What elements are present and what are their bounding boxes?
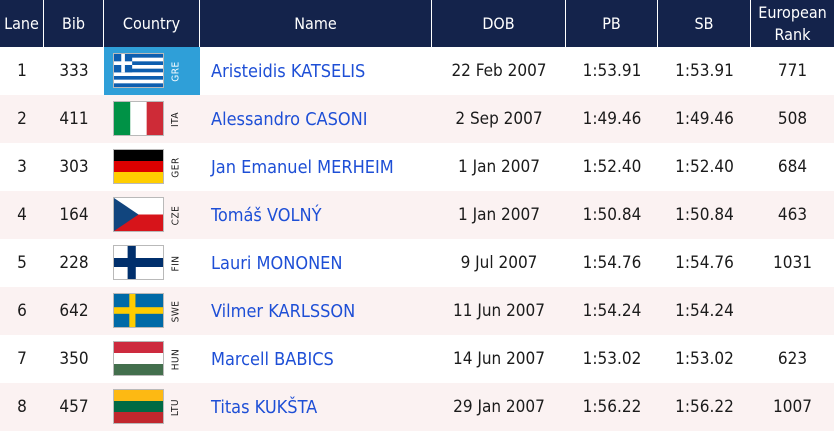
- country-cell: GER: [104, 143, 200, 191]
- table-row: 8 457 LTU Titas KUKŠTA 29 Jan 2007 1:56.22 1:5…: [0, 383, 834, 431]
- table-row: 6 642 SWE Vilmer KARLSSON 11 Jun 2007 1:54.24…: [0, 287, 834, 335]
- country-code: GRE: [170, 60, 182, 82]
- header-sb: SB: [658, 0, 751, 47]
- country-cell: CZE: [104, 191, 200, 239]
- european-rank-cell: [751, 287, 834, 335]
- bib-cell: 642: [59, 301, 89, 321]
- pb-cell: 1:54.24: [582, 301, 642, 321]
- country-cell: GRE: [104, 47, 200, 95]
- header-bib: Bib: [44, 0, 104, 47]
- european-rank-cell: 508: [777, 109, 808, 129]
- greece-flag-icon: [113, 53, 164, 88]
- table-row: 7 350 HUN Marcell BABICS 14 Jun 2007 1:53.02 1…: [0, 335, 834, 383]
- country-code: CZE: [170, 205, 182, 225]
- header-rank-line1: European: [758, 2, 827, 22]
- european-rank-cell: 771: [777, 61, 808, 81]
- lane-cell: 1: [17, 61, 27, 81]
- germany-flag-icon: [113, 149, 164, 184]
- dob-cell: 1 Jan 2007: [458, 157, 540, 177]
- bib-cell: 333: [59, 61, 89, 81]
- country-code: HUN: [170, 348, 182, 370]
- athlete-name-link[interactable]: Tomáš VOLNÝ: [211, 204, 322, 226]
- dob-cell: 9 Jul 2007: [460, 253, 538, 273]
- european-rank-cell: 684: [777, 157, 808, 177]
- country-cell: ITA: [104, 95, 200, 143]
- czechia-flag-icon: [113, 197, 164, 232]
- pb-cell: 1:53.02: [582, 349, 642, 369]
- sb-cell: 1:56.22: [675, 397, 734, 417]
- header-rank-line2: Rank: [774, 24, 811, 44]
- bib-cell: 350: [59, 349, 89, 369]
- athlete-name-link[interactable]: Lauri MONONEN: [211, 252, 343, 274]
- dob-cell: 29 Jan 2007: [453, 397, 545, 417]
- header-lane: Lane: [0, 0, 44, 47]
- sb-cell: 1:49.46: [675, 109, 734, 129]
- sb-cell: 1:54.24: [675, 301, 734, 321]
- athlete-name-link[interactable]: Jan Emanuel MERHEIM: [211, 156, 394, 178]
- lane-cell: 2: [17, 109, 27, 129]
- athlete-name-link[interactable]: Aristeidis KATSELIS: [211, 60, 366, 82]
- table-row: 5 228 FIN Lauri MONONEN 9 Jul 2007 1:54.76 1:5…: [0, 239, 834, 287]
- country-cell: SWE: [104, 287, 200, 335]
- table-row: 2 411 ITA Alessandro CASONI 2 Sep 2007 1:49.4…: [0, 95, 834, 143]
- european-rank-cell: 1031: [773, 253, 812, 273]
- country-code: FIN: [170, 254, 182, 272]
- athlete-name-link[interactable]: Marcell BABICS: [211, 348, 334, 370]
- header-dob: DOB: [432, 0, 566, 47]
- table-row: 3 303 GER Jan Emanuel MERHEIM 1 Jan 2007 1:52…: [0, 143, 834, 191]
- bib-cell: 457: [59, 397, 89, 417]
- pb-cell: 1:52.40: [582, 157, 642, 177]
- hungary-flag-icon: [113, 341, 164, 376]
- country-code: ITA: [170, 111, 182, 127]
- header-european-rank: European Rank: [751, 0, 834, 47]
- pb-cell: 1:56.22: [582, 397, 642, 417]
- lane-cell: 6: [17, 301, 27, 321]
- lane-cell: 7: [17, 349, 27, 369]
- dob-cell: 11 Jun 2007: [453, 301, 545, 321]
- dob-cell: 2 Sep 2007: [455, 109, 543, 129]
- bib-cell: 228: [59, 253, 89, 273]
- european-rank-cell: 463: [777, 205, 808, 225]
- lane-cell: 3: [17, 157, 27, 177]
- pb-cell: 1:49.46: [582, 109, 642, 129]
- athlete-name-link[interactable]: Titas KUKŠTA: [211, 396, 318, 418]
- bib-cell: 411: [59, 109, 89, 129]
- bib-cell: 303: [59, 157, 89, 177]
- country-cell: HUN: [104, 335, 200, 383]
- athlete-name-link[interactable]: Vilmer KARLSSON: [211, 300, 356, 322]
- pb-cell: 1:50.84: [582, 205, 642, 225]
- sb-cell: 1:52.40: [675, 157, 734, 177]
- lithuania-flag-icon: [113, 389, 164, 424]
- country-code: GER: [170, 156, 182, 178]
- country-cell: FIN: [104, 239, 200, 287]
- pb-cell: 1:53.91: [582, 61, 642, 81]
- lane-cell: 8: [17, 397, 27, 417]
- lane-cell: 5: [17, 253, 27, 273]
- lane-cell: 4: [17, 205, 27, 225]
- sb-cell: 1:53.02: [675, 349, 734, 369]
- athlete-name-link[interactable]: Alessandro CASONI: [211, 108, 368, 130]
- sb-cell: 1:50.84: [675, 205, 734, 225]
- european-rank-cell: 1007: [773, 397, 812, 417]
- dob-cell: 1 Jan 2007: [458, 205, 540, 225]
- sb-cell: 1:54.76: [675, 253, 734, 273]
- european-rank-cell: 623: [777, 349, 808, 369]
- header-pb: PB: [566, 0, 658, 47]
- italy-flag-icon: [113, 101, 164, 136]
- finland-flag-icon: [113, 245, 164, 280]
- country-code: SWE: [170, 300, 182, 322]
- table-row: 1 333 GRE Aristeidis KATSELIS 22 Feb 2007 1:5…: [0, 47, 834, 95]
- dob-cell: 22 Feb 2007: [451, 61, 547, 81]
- sweden-flag-icon: [113, 293, 164, 328]
- pb-cell: 1:54.76: [582, 253, 642, 273]
- header-country: Country: [104, 0, 200, 47]
- table-header: Lane Bib Country Name DOB PB SB European…: [0, 0, 834, 47]
- country-code: LTU: [170, 398, 182, 416]
- table-row: 4 164 CZE Tomáš VOLNÝ 1 Jan 2007 1:50.84 1:50.…: [0, 191, 834, 239]
- header-name: Name: [200, 0, 432, 47]
- dob-cell: 14 Jun 2007: [453, 349, 545, 369]
- sb-cell: 1:53.91: [675, 61, 734, 81]
- bib-cell: 164: [59, 205, 89, 225]
